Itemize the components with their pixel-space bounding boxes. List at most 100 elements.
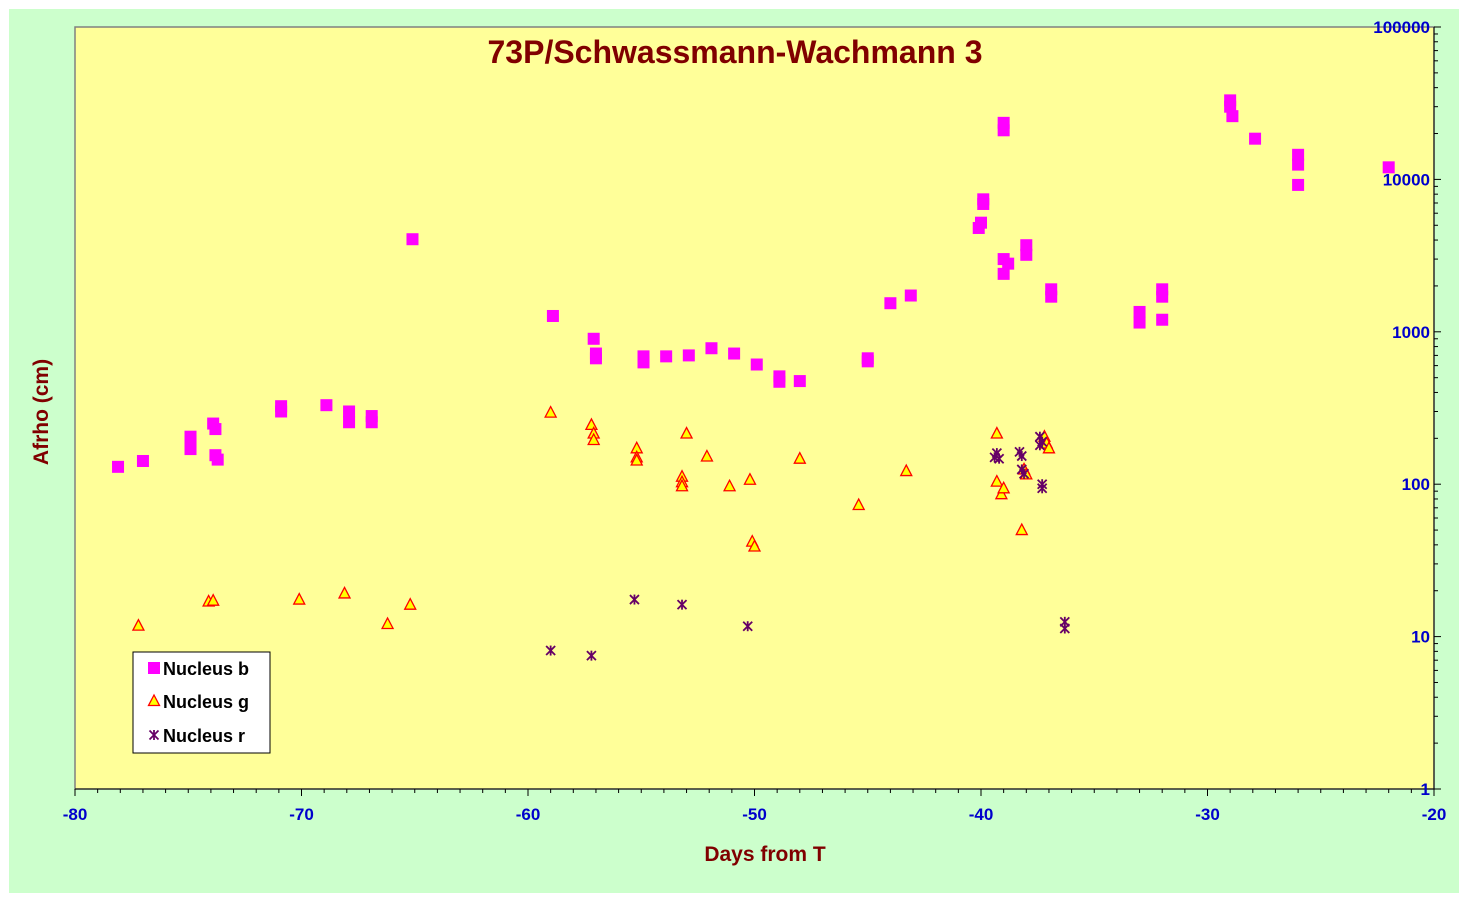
data-point xyxy=(676,599,688,610)
data-point xyxy=(380,616,395,630)
data-point xyxy=(1226,110,1239,123)
y-tick-label: 1 xyxy=(1421,780,1430,799)
data-point xyxy=(343,416,356,429)
data-point xyxy=(136,454,149,467)
data-point xyxy=(852,497,866,511)
data-point xyxy=(112,460,125,473)
data-point xyxy=(292,592,306,605)
data-point xyxy=(682,349,695,362)
x-tick-label: -30 xyxy=(1195,805,1220,824)
data-point xyxy=(990,474,1004,487)
data-point xyxy=(1045,290,1058,303)
x-axis: -80 -70 -60 -50 -40 -30 -20 xyxy=(63,788,1447,824)
data-point xyxy=(1224,100,1237,113)
data-point xyxy=(975,216,987,229)
data-point xyxy=(343,405,356,418)
data-point xyxy=(1292,178,1305,191)
data-point xyxy=(629,594,640,605)
data-point xyxy=(1133,305,1146,318)
x-tick-label: -50 xyxy=(742,805,767,824)
x-tick-label: -20 xyxy=(1422,805,1447,824)
legend-marker-nucleus-r xyxy=(148,729,160,741)
y-tick-label: 1000 xyxy=(1392,323,1430,342)
data-point xyxy=(705,342,718,355)
data-point xyxy=(993,453,1005,464)
legend-item-nucleus-b: Nucleus b xyxy=(148,659,249,679)
data-point xyxy=(406,233,419,246)
legend-item-nucleus-r: Nucleus r xyxy=(148,726,245,746)
plot-area-background xyxy=(74,26,1435,790)
data-point xyxy=(587,432,601,446)
legend-marker-nucleus-g xyxy=(147,693,161,707)
y-axis: 1 10 100 1000 10000 100000 xyxy=(1373,18,1441,799)
data-point xyxy=(793,375,806,388)
data-point xyxy=(546,309,559,322)
data-point xyxy=(1015,522,1029,536)
data-point xyxy=(1002,257,1015,270)
data-point xyxy=(320,399,333,412)
legend-label-nucleus-b: Nucleus b xyxy=(163,659,249,679)
data-point xyxy=(1133,316,1146,329)
data-point xyxy=(977,193,990,206)
data-point xyxy=(675,478,689,492)
chart-title: 73P/Schwassmann-Wachmann 3 xyxy=(488,34,983,70)
data-point xyxy=(337,586,352,599)
data-point xyxy=(1292,148,1305,161)
data-point xyxy=(544,405,558,418)
data-point xyxy=(997,480,1011,494)
legend-label-nucleus-g: Nucleus g xyxy=(163,692,249,712)
data-point xyxy=(723,478,737,492)
data-point xyxy=(700,449,714,462)
data-point xyxy=(990,426,1004,439)
data-point xyxy=(1292,158,1305,171)
data-point xyxy=(1016,450,1027,462)
data-point xyxy=(743,472,757,485)
data-point xyxy=(587,332,600,345)
data-point xyxy=(793,451,807,464)
legend-marker xyxy=(148,662,160,674)
data-point xyxy=(403,597,417,610)
legend-marker xyxy=(147,693,161,707)
legend-marker xyxy=(148,729,160,741)
data-point xyxy=(206,593,220,606)
data-point xyxy=(884,297,897,310)
data-point xyxy=(630,453,644,466)
x-tick-label: -70 xyxy=(289,805,314,824)
data-point xyxy=(1382,161,1395,174)
y-tick-label: 100 xyxy=(1402,475,1430,494)
data-point xyxy=(1042,440,1056,454)
legend-label-nucleus-r: Nucleus r xyxy=(163,726,245,746)
data-point xyxy=(545,645,556,656)
data-point xyxy=(184,430,197,443)
data-point xyxy=(861,355,874,368)
y-axis-label: Afrho (cm) xyxy=(30,359,53,465)
data-point xyxy=(209,423,222,436)
data-point xyxy=(750,358,763,371)
data-point xyxy=(1037,483,1048,494)
data-point xyxy=(1020,248,1033,261)
data-point xyxy=(997,267,1010,280)
series-nucleus-g xyxy=(131,405,1056,631)
data-point xyxy=(773,375,786,388)
y-tick-label: 100000 xyxy=(1373,18,1430,37)
data-point xyxy=(1020,239,1033,252)
data-point xyxy=(747,539,762,552)
x-tick-label: -80 xyxy=(63,805,88,824)
data-point xyxy=(679,426,694,439)
data-point xyxy=(997,124,1010,137)
legend: Nucleus b Nucleus g Nucleus r xyxy=(132,651,271,754)
y-tick-label: 10 xyxy=(1411,628,1430,647)
data-point xyxy=(1156,313,1169,326)
data-point xyxy=(211,453,224,466)
series-nucleus-r xyxy=(545,431,1070,661)
data-point xyxy=(1249,132,1262,145)
data-point xyxy=(131,618,145,631)
legend-item-nucleus-g: Nucleus g xyxy=(147,692,249,712)
data-point xyxy=(1059,623,1070,634)
data-point xyxy=(1037,436,1048,447)
data-point xyxy=(728,347,741,360)
data-point xyxy=(899,463,913,477)
data-point xyxy=(742,621,753,632)
legend-marker-nucleus-b xyxy=(148,662,160,674)
